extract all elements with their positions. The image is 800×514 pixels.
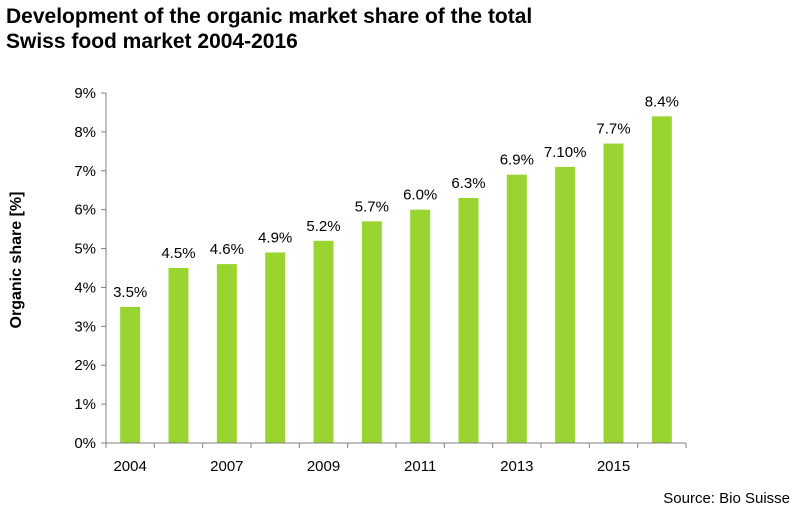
- chart-title-line-1: Development of the organic market share …: [6, 5, 533, 28]
- bar: [216, 264, 237, 443]
- bar: [458, 198, 479, 443]
- data-label: 4.6%: [210, 241, 244, 258]
- y-tick-label: 0%: [74, 435, 96, 452]
- data-label: 5.7%: [355, 198, 389, 215]
- bar: [120, 306, 141, 443]
- data-label: 4.5%: [161, 245, 195, 262]
- data-label: 6.9%: [500, 152, 534, 169]
- y-tick-label: 5%: [74, 241, 96, 258]
- data-label: 6.0%: [403, 187, 437, 204]
- data-label: 6.3%: [451, 175, 485, 192]
- x-tick-label: 2004: [113, 458, 146, 475]
- bar: [555, 166, 576, 443]
- bar: [168, 268, 189, 443]
- bars: 3.5% 4.5% 4.6% 4.9% 5.2% 5.7% 6.0% 6.3% 6.9% 7.10…: [113, 93, 679, 444]
- x-tick-label: 2013: [500, 458, 533, 475]
- x-tick-label: 2007: [210, 458, 243, 475]
- source-note: Source: Bio Suisse: [663, 490, 790, 507]
- y-tick-label: 3%: [74, 318, 96, 335]
- y-tick-label: 8%: [74, 124, 96, 141]
- data-label: 3.5%: [113, 284, 147, 301]
- x-axis: 2004 2007 2009 2011 2013 2015: [105, 442, 687, 475]
- chart-title-line-2: Swiss food market 2004-2016: [6, 30, 298, 53]
- y-axis-label: Organic share [%]: [8, 192, 25, 329]
- x-tick-label: 2015: [597, 458, 630, 475]
- y-tick-label: 1%: [74, 396, 96, 413]
- bar: [651, 116, 672, 443]
- x-tick-label: 2009: [307, 458, 340, 475]
- bar: [265, 252, 286, 443]
- y-tick-label: 6%: [74, 202, 96, 219]
- y-tick-label: 9%: [74, 85, 96, 102]
- data-label: 7.10%: [544, 144, 587, 161]
- bar: [410, 209, 431, 443]
- data-label: 5.2%: [306, 218, 340, 235]
- y-axis: 0% 1% 2% 3% 4% 5% 6% 7% 8% 9%: [74, 85, 107, 452]
- data-label: 8.4%: [645, 93, 679, 110]
- y-tick-label: 7%: [74, 163, 96, 180]
- y-tick-label: 2%: [74, 357, 96, 374]
- bar: [361, 221, 382, 443]
- bar: [506, 174, 527, 443]
- bar: [603, 143, 624, 444]
- y-tick-label: 4%: [74, 279, 96, 296]
- bar: [313, 240, 334, 443]
- data-label: 4.9%: [258, 229, 292, 246]
- chart-title: Development of the organic market share …: [6, 4, 532, 54]
- data-label: 7.7%: [596, 121, 630, 138]
- x-tick-label: 2011: [404, 458, 436, 475]
